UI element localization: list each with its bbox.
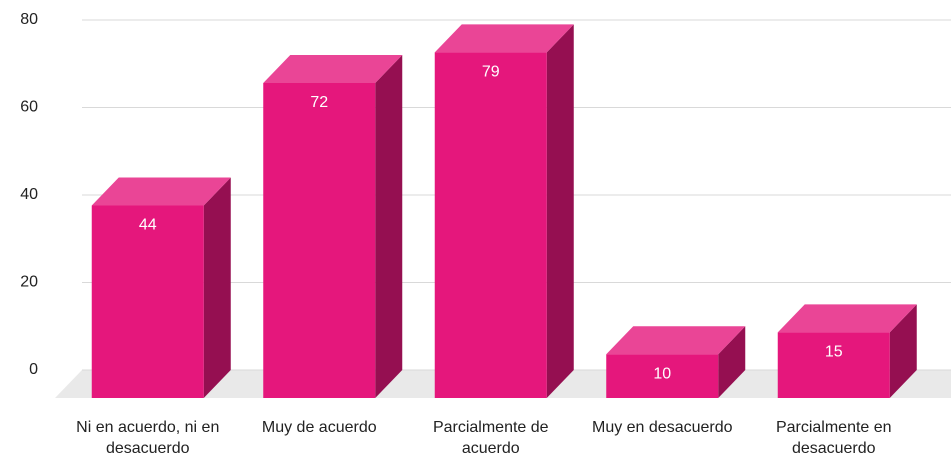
bar-side xyxy=(375,55,403,398)
bar-top xyxy=(606,326,746,355)
data-label: 44 xyxy=(139,217,157,234)
x-tick-label: Ni en acuerdo, ni en desacuerdo xyxy=(76,419,219,457)
x-tick-label: Muy de acuerdo xyxy=(262,419,377,436)
bar xyxy=(263,55,403,398)
bar-side xyxy=(203,177,231,398)
x-tick-label: Parcialmente en desacuerdo xyxy=(776,419,892,457)
data-label: 79 xyxy=(482,64,500,81)
bar-top xyxy=(777,304,917,333)
data-label: 15 xyxy=(825,344,843,361)
bar xyxy=(777,304,917,398)
x-tick-label: Parcialmente de acuerdo xyxy=(433,419,549,457)
bar-side xyxy=(889,304,917,398)
bar-front xyxy=(606,354,719,398)
y-tick-label: 60 xyxy=(20,99,38,116)
y-tick-label: 20 xyxy=(20,274,38,291)
bar xyxy=(606,326,746,398)
bar-front xyxy=(777,332,890,398)
bar-side xyxy=(718,326,746,398)
data-label: 10 xyxy=(653,365,671,382)
y-tick-label: 80 xyxy=(20,11,38,28)
bar-top xyxy=(91,177,231,206)
bar-top xyxy=(263,55,403,83)
data-label: 72 xyxy=(310,94,328,111)
y-tick-label: 40 xyxy=(20,186,38,203)
bar xyxy=(91,177,231,398)
bar-front xyxy=(91,205,204,398)
bar-front xyxy=(263,83,376,398)
bar-front xyxy=(434,52,547,398)
x-tick-label: Muy en desacuerdo xyxy=(592,419,733,436)
bar-side xyxy=(546,24,574,398)
bar-top xyxy=(434,24,574,53)
y-tick-label: 0 xyxy=(29,361,38,378)
bar xyxy=(434,24,574,398)
